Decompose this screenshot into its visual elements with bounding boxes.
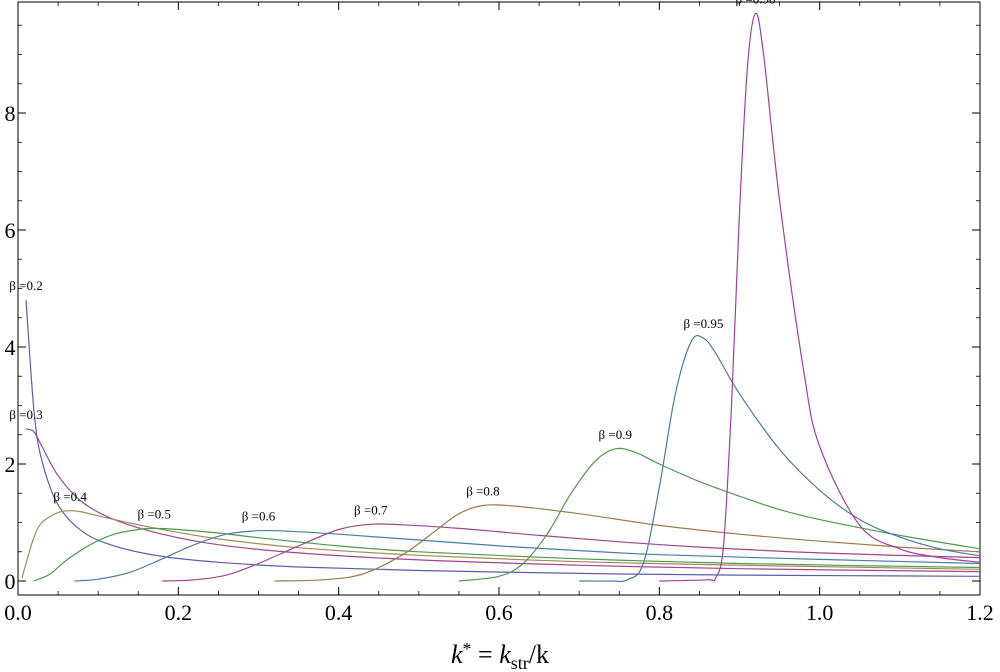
series-label: β =0.3 xyxy=(9,407,42,422)
y-tick-label: 4 xyxy=(5,335,16,360)
series-line xyxy=(74,529,981,582)
y-tick-label: 6 xyxy=(5,218,16,243)
series-label: β =0.5 xyxy=(138,506,171,521)
series-line xyxy=(33,527,981,582)
series-label: β =0.95 xyxy=(683,316,723,331)
x-axis-title-part: k xyxy=(499,640,511,669)
y-tick-label: 0 xyxy=(5,569,16,594)
x-tick-label: 1.2 xyxy=(966,600,994,625)
series-label: β =0.7 xyxy=(354,502,388,517)
x-tick-label: 0.0 xyxy=(4,600,32,625)
series-label: β =0.9 xyxy=(599,427,632,442)
x-tick-label: 0.2 xyxy=(165,600,193,625)
series-label: β =0.98 xyxy=(736,0,776,7)
series-label: β =0.6 xyxy=(242,509,276,524)
x-axis-title-part: = xyxy=(472,640,500,669)
series-lines xyxy=(21,12,981,583)
x-axis-title-part: /k xyxy=(529,640,549,669)
series-label: β =0.4 xyxy=(53,489,87,504)
series-labels: β =0.2 β =0.3 β =0.4 β =0.5 β =0.6 β =0.7 β =0… xyxy=(9,0,775,524)
x-axis-title-part: str xyxy=(511,653,529,672)
x-tick-label: 0.6 xyxy=(485,600,513,625)
x-tick-label: 0.4 xyxy=(325,600,353,625)
series-label: β =0.8 xyxy=(466,484,499,499)
axis-ticks: 0.0 0.2 0.4 0.6 0.8 1.0 1.2 0 2 4 6 8 xyxy=(4,2,994,625)
series-line xyxy=(274,504,981,582)
x-axis-title-part: * xyxy=(463,639,472,659)
series-label: β =0.2 xyxy=(9,278,42,293)
series-line xyxy=(162,523,981,582)
series-line xyxy=(25,300,981,577)
y-tick-label: 8 xyxy=(5,101,16,126)
y-tick-label: 2 xyxy=(5,452,16,477)
series-line xyxy=(659,12,981,582)
series-line xyxy=(458,447,981,582)
x-tick-label: 0.8 xyxy=(646,600,674,625)
series-line xyxy=(579,334,981,583)
series-line xyxy=(21,510,981,579)
x-axis-title-part: k xyxy=(451,640,463,669)
series-line xyxy=(25,428,981,573)
x-tick-label: 1.0 xyxy=(806,600,834,625)
x-axis-title: k* = kstr/k xyxy=(451,639,549,672)
